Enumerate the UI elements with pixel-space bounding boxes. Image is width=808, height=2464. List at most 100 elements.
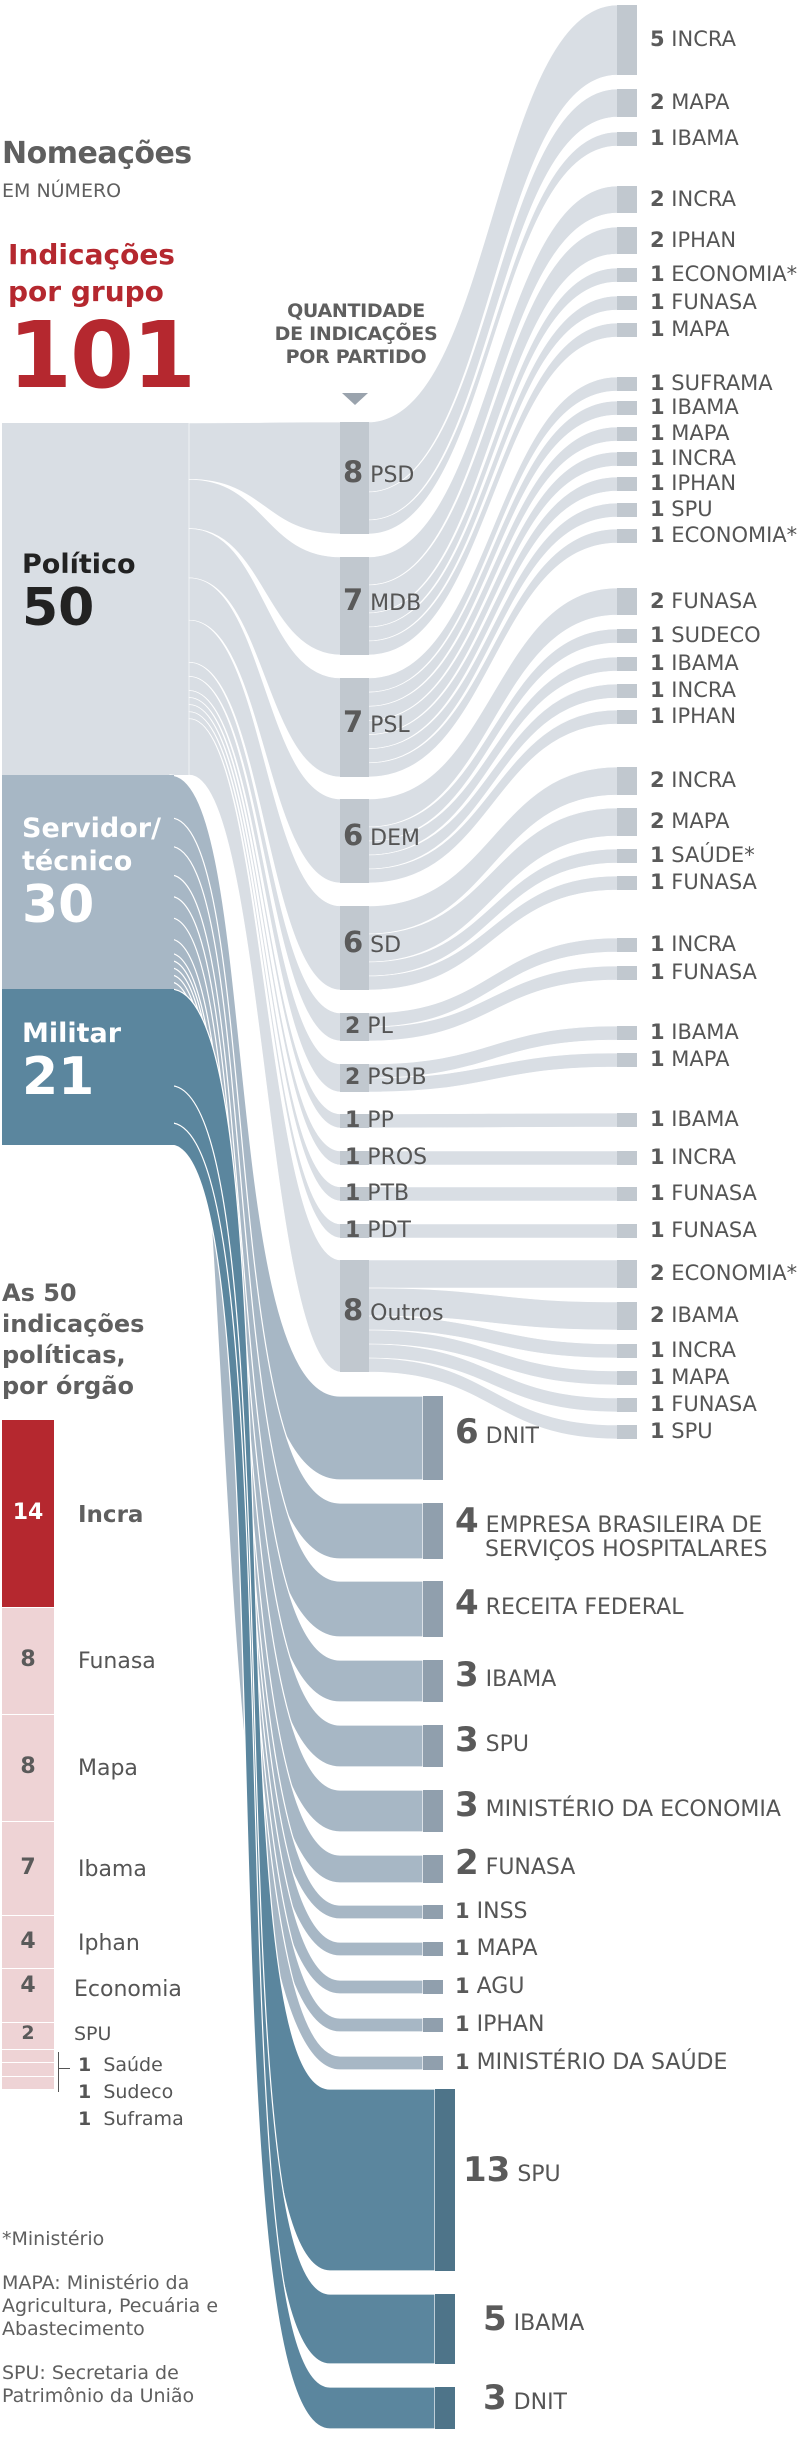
orgao-small-item: 1 Suframa (78, 2108, 184, 2130)
orgao-name: Incra (78, 1501, 144, 1528)
flow-label: 1 ECONOMIA* (650, 523, 797, 547)
flow-label-name: FUNASA (664, 960, 757, 984)
flow-label-value: 1 (650, 651, 665, 675)
source-label: Servidor/ técnico (22, 813, 161, 877)
party-bar-dem (340, 799, 369, 883)
flow-label-value: 1 (650, 678, 665, 702)
flow-label-value: 1 (650, 317, 665, 341)
orgao-bar (617, 1187, 637, 1201)
flow-label: 1 INCRA (650, 1338, 736, 1362)
flow-label-value: 7 (343, 583, 364, 617)
flow-label-value: 1 (650, 471, 665, 495)
source-value: 30 (22, 875, 95, 935)
flow-label: 1 MAPA (455, 1936, 538, 1961)
orgao-bar (617, 1398, 637, 1412)
orgao-bar (617, 5, 637, 75)
flow-label: 2 FUNASA (455, 1846, 576, 1880)
flow-label: 5 IBAMA (483, 2302, 584, 2336)
orgao-bar-segment (2, 2023, 54, 2049)
militar-target-bar (435, 2089, 455, 2271)
flow-label-name: FUNASA (664, 1181, 757, 1205)
party-label: 1 PP (345, 1108, 394, 1133)
flow-label-value: 1 (650, 446, 665, 470)
orgao-bar (617, 1302, 637, 1330)
orgao-name: Suframa (91, 2108, 184, 2130)
flow-label-name: IBAMA (664, 1303, 739, 1327)
militar-target-bar (435, 2387, 455, 2429)
flow-label-value: 1 (455, 1974, 470, 1998)
flow-label-name: INCRA (664, 768, 736, 792)
orgao-bar (617, 1371, 637, 1385)
orgao-name: SPU (74, 2023, 112, 2045)
party-label: 1 PTB (345, 1181, 409, 1206)
group-total: 101 (8, 302, 196, 409)
flow-label-value: 1 (345, 1108, 361, 1133)
party-label: 7 MDB (343, 586, 421, 616)
flow-label-name: PSDB (360, 1065, 427, 1090)
orgao-bar (617, 401, 637, 415)
flow-label-name: EMPRESA BRASILEIRA DE (478, 1513, 763, 1538)
flow-label-name: FUNASA (664, 290, 757, 314)
servidor-target-bar (423, 1660, 443, 1702)
orgao-name: Mapa (78, 1756, 138, 1782)
orgao-bar (617, 1026, 637, 1040)
flow-label-name: MAPA (664, 421, 730, 445)
flow-label-value: 1 (345, 1145, 361, 1170)
flow-label: 1 AGU (455, 1974, 524, 1999)
flow-label-value: 1 (650, 1392, 665, 1416)
group-title: Indicações por grupo (8, 236, 175, 310)
source-block-politico (2, 423, 190, 775)
flow-label-value: 2 (650, 227, 665, 252)
flow-label: 3 IBAMA (455, 1658, 556, 1692)
militar-target-bar (435, 2294, 455, 2364)
flow-label-name: INSS (469, 1899, 528, 1924)
party-bar-sd (340, 906, 369, 990)
orgao-name: Sudeco (91, 2081, 174, 2103)
flow-label-name: FUNASA (478, 1855, 576, 1880)
flow-label-name: MINISTÉRIO DA SAÚDE (469, 2050, 728, 2075)
party-bar-mdb (340, 557, 369, 655)
flow-label-name: Outros (363, 1301, 444, 1326)
page-title: Nomeações (2, 136, 192, 171)
orgao-name: Iphan (78, 1930, 140, 1956)
flow-label-name: FUNASA (664, 1218, 757, 1242)
flow-label: 2 FUNASA (650, 589, 757, 613)
orgao-small-item: 1 Sudeco (78, 2081, 173, 2103)
servidor-target-bar (423, 1980, 443, 1994)
flow-label-value: 1 (650, 421, 665, 445)
flow-label-value: 13 (463, 2150, 511, 2190)
party-bar-pp (340, 1114, 369, 1128)
flow-label-name: INCRA (664, 932, 736, 956)
orgao-title-line: As 50 (2, 1279, 77, 1307)
orgao-bar-segment (2, 1714, 54, 1821)
flow-label: 1 INCRA (650, 932, 736, 956)
flow-label-value: 1 (650, 1020, 665, 1044)
flow-label-name: IPHAN (664, 704, 737, 728)
flow-label-value: 1 (650, 932, 665, 956)
party-label: 6 SD (343, 928, 401, 958)
source-militar: Militar 21 (22, 1017, 121, 1104)
servidor-target-bar (423, 1725, 443, 1767)
flow-label-name: PSL (363, 712, 410, 738)
flow-label: 2 IBAMA (650, 1303, 739, 1327)
flow-label-value: 2 (650, 768, 665, 792)
party-bar-pl (340, 1013, 369, 1041)
orgao-bar (617, 477, 637, 491)
flow-label-value: 3 (455, 1785, 479, 1825)
orgao-bar (617, 503, 637, 517)
orgao-chart-title: As 50 indicações políticas, por órgão (2, 1278, 144, 1402)
orgao-value: 2 (21, 2022, 35, 2044)
servidor-target-bar (423, 2018, 443, 2032)
flow-label-name: FUNASA (664, 870, 757, 894)
footnote-mapa: MAPA: Ministério da Agricultura, Pecuári… (2, 2272, 218, 2341)
flow-label-name: IBAMA (664, 395, 739, 419)
orgao-bar (617, 323, 637, 337)
orgao-name: Economia (74, 1977, 182, 2003)
flow-label: 1 MINISTÉRIO DA SAÚDE (455, 2050, 727, 2075)
flow-label-name: IBAMA (664, 1020, 739, 1044)
flow-label: 1 SPU (650, 497, 713, 521)
flow-label-value: 1 (455, 1936, 470, 1960)
source-servidor: Servidor/ técnico 30 (22, 812, 182, 932)
orgao-bar (617, 132, 637, 146)
